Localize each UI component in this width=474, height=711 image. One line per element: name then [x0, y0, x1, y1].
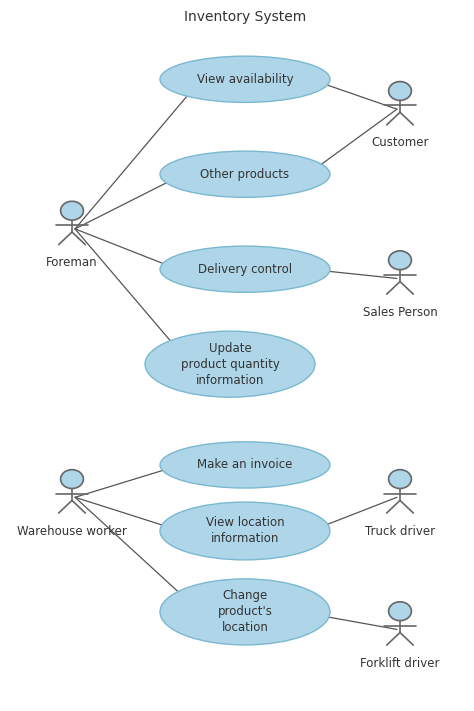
Circle shape: [389, 602, 411, 621]
Text: Update
product quantity
information: Update product quantity information: [181, 342, 280, 387]
Text: Other products: Other products: [201, 168, 290, 181]
Text: Truck driver: Truck driver: [365, 525, 435, 538]
Ellipse shape: [160, 502, 330, 560]
Circle shape: [61, 470, 83, 488]
Text: Foreman: Foreman: [46, 256, 98, 269]
Circle shape: [389, 82, 411, 100]
Circle shape: [389, 251, 411, 269]
Text: Forklift driver: Forklift driver: [360, 657, 440, 670]
Ellipse shape: [145, 331, 315, 397]
Text: Sales Person: Sales Person: [363, 306, 438, 319]
Text: Change
product's
location: Change product's location: [218, 589, 273, 634]
Circle shape: [61, 201, 83, 220]
Circle shape: [389, 470, 411, 488]
Text: Inventory System: Inventory System: [184, 11, 306, 24]
Ellipse shape: [160, 579, 330, 645]
Ellipse shape: [160, 56, 330, 102]
Text: Make an invoice: Make an invoice: [197, 459, 292, 471]
Text: View availability: View availability: [197, 73, 293, 86]
Text: Warehouse worker: Warehouse worker: [17, 525, 127, 538]
Text: View location
information: View location information: [206, 516, 284, 545]
Ellipse shape: [160, 442, 330, 488]
Text: Customer: Customer: [371, 137, 429, 149]
Ellipse shape: [160, 151, 330, 198]
Text: Delivery control: Delivery control: [198, 262, 292, 276]
Ellipse shape: [160, 246, 330, 292]
